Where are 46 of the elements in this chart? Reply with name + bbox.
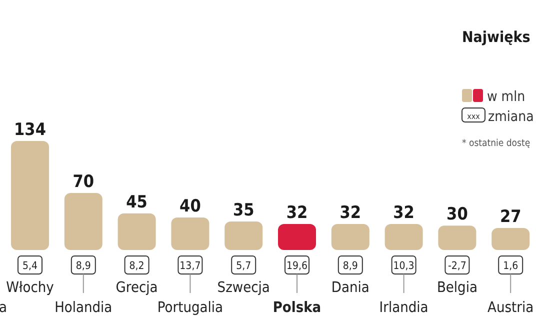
legend-label: w mln <box>487 89 526 105</box>
x-tick-label: Austria <box>488 300 534 316</box>
bar <box>64 193 102 250</box>
x-tick-label: Holandia <box>54 300 112 316</box>
bar <box>331 224 370 250</box>
data-label: 134 <box>14 120 46 140</box>
data-label: 40 <box>180 196 201 216</box>
x-tick-label: Dania <box>331 280 370 296</box>
text: 8,9 <box>342 260 358 272</box>
text: 5,4 <box>22 260 38 272</box>
chart-title: Najwięks <box>462 28 530 46</box>
data-label: 32 <box>340 202 362 223</box>
bar <box>224 222 263 250</box>
data-label: 32 <box>286 202 308 223</box>
x-tick-label: Portugalia <box>157 300 223 316</box>
text: zmiana <box>488 109 534 125</box>
text: 13,7 <box>180 260 201 272</box>
x-tick-label: Włochy <box>6 280 54 296</box>
x-tick-label: Polska <box>272 300 322 316</box>
text: -2,7 <box>448 260 466 272</box>
text: xxx <box>467 112 481 121</box>
bar <box>438 226 476 250</box>
data-label: 27 <box>500 207 522 228</box>
data-label: 35 <box>232 200 254 221</box>
data-label: 45 <box>126 192 148 212</box>
data-label: 32 <box>393 202 414 223</box>
bar <box>11 141 49 250</box>
x-tick-label: Szwecja <box>217 280 270 296</box>
data-label: 30 <box>446 204 468 225</box>
x-tick-label: Irlandia <box>379 300 428 316</box>
bar <box>171 217 210 250</box>
data-label: 70 <box>72 172 94 192</box>
x-tick-label: Belgia <box>436 280 478 296</box>
text: 10,3 <box>393 260 414 272</box>
bar <box>278 224 316 250</box>
bar <box>492 228 530 250</box>
x-tick-label: Grecja <box>116 280 158 296</box>
annotation: * ostatnie dostę <box>462 138 530 149</box>
text: 5,7 <box>236 260 252 272</box>
text: 8,9 <box>76 260 91 272</box>
text: 19,6 <box>286 260 308 272</box>
text: 1,6 <box>503 260 518 272</box>
bar <box>118 213 156 250</box>
text: 8,2 <box>129 260 144 272</box>
text: a <box>0 300 7 316</box>
bar <box>384 224 423 250</box>
